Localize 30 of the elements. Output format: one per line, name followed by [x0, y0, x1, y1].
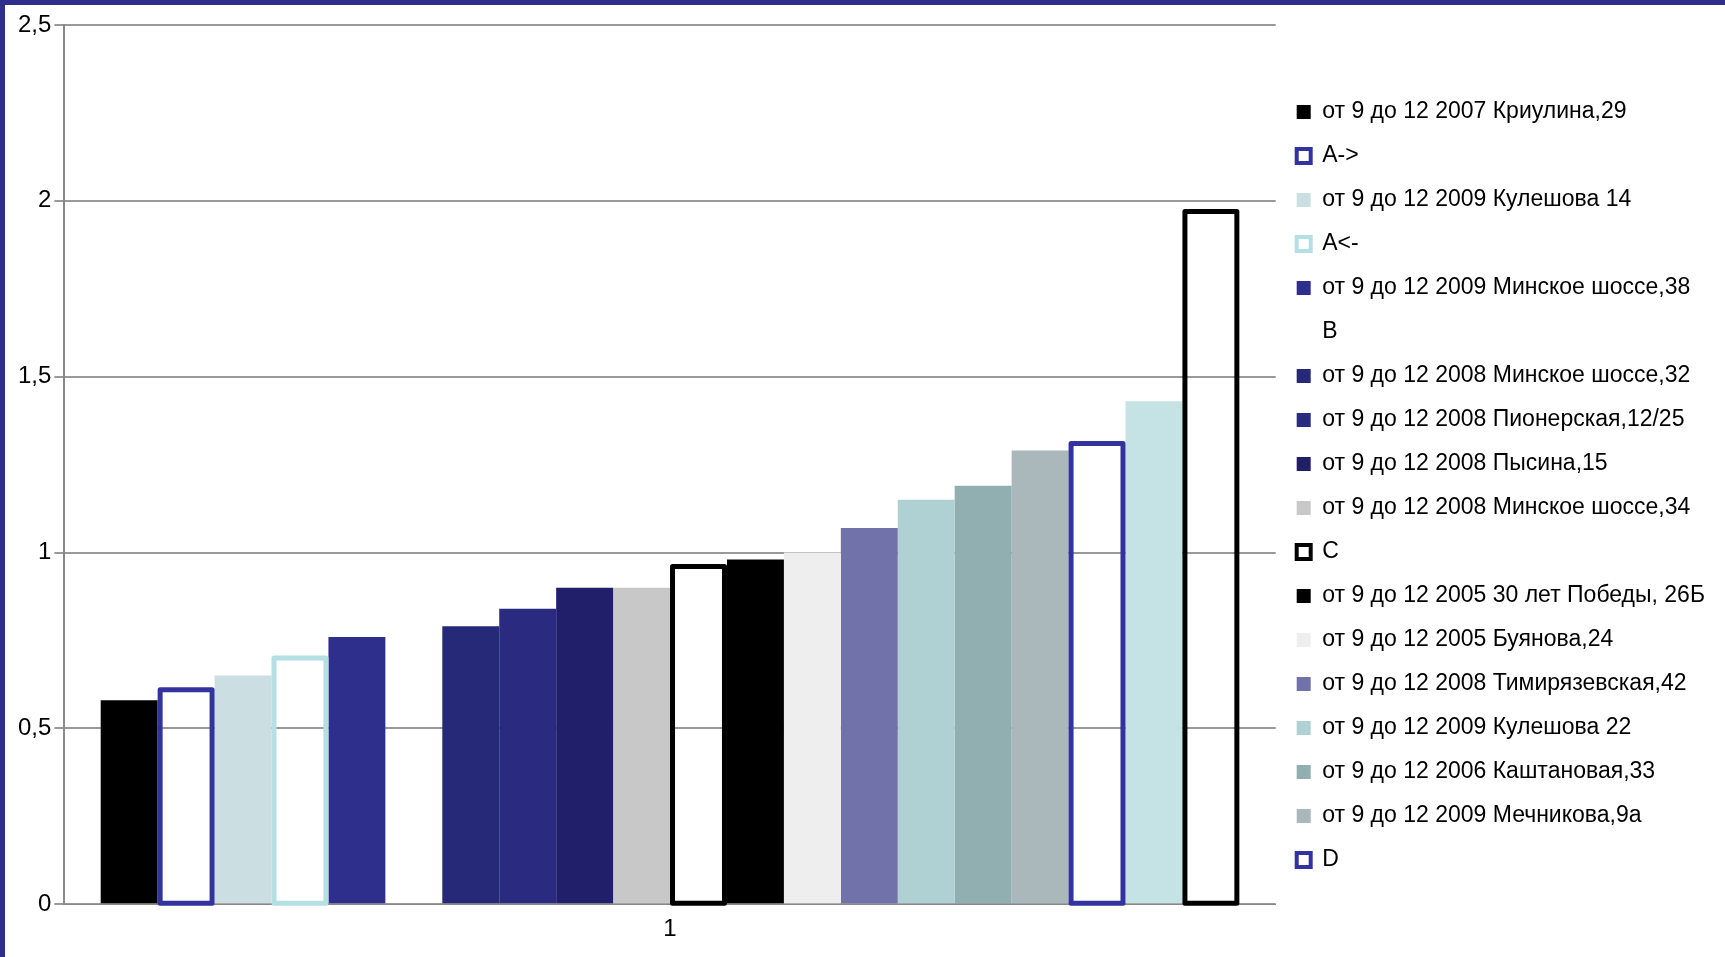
bar	[783, 552, 841, 904]
bar	[954, 485, 1012, 904]
bar	[556, 587, 614, 904]
legend-label: от 9 до 12 2009 Кулешова 14	[1322, 185, 1632, 212]
legend-label: A<-	[1322, 229, 1359, 256]
y-tick-label: 2,5	[17, 9, 52, 37]
y-tick-label: 2	[38, 185, 52, 213]
legend-label: от 9 до 12 2009 Мечникова,9а	[1322, 801, 1642, 828]
legend-label: от 9 до 12 2008 Минское шоссе,34	[1322, 493, 1691, 520]
legend-label: C	[1322, 537, 1339, 564]
y-tick-label: 1	[38, 537, 52, 565]
y-tick-label: 0	[38, 888, 52, 916]
legend-label: от 9 до 12 2008 Минское шоссе,32	[1322, 361, 1691, 388]
legend-label: от 9 до 12 2008 Тимирязевская,42	[1322, 669, 1687, 696]
text: B	[1322, 317, 1338, 344]
legend-label: от 9 до 12 2005 30 лет Победы, 26Б	[1322, 581, 1706, 608]
y-tick-label: 0,5	[17, 712, 52, 740]
legend-label: D	[1322, 845, 1339, 872]
legend-label: от 9 до 12 2009 Кулешова 22	[1322, 713, 1632, 740]
legend-label: A->	[1322, 141, 1359, 168]
bar	[897, 499, 955, 904]
bar	[613, 587, 671, 904]
legend-label: от 9 до 12 2009 Минское шоссе,38	[1322, 273, 1691, 300]
legend-label: от 9 до 12 2007 Криулина,29	[1322, 97, 1627, 124]
y-tick-label: 1,5	[17, 361, 52, 389]
bar	[840, 527, 898, 904]
legend-label: от 9 до 12 2008 Пионерская,12/25	[1322, 405, 1685, 432]
legend-label: от 9 до 12 2005 Буянова,24	[1322, 625, 1614, 652]
legend-label: от 9 до 12 2006 Каштановая,33	[1322, 757, 1656, 784]
legend-label: от 9 до 12 2008 Пысина,15	[1322, 449, 1608, 476]
